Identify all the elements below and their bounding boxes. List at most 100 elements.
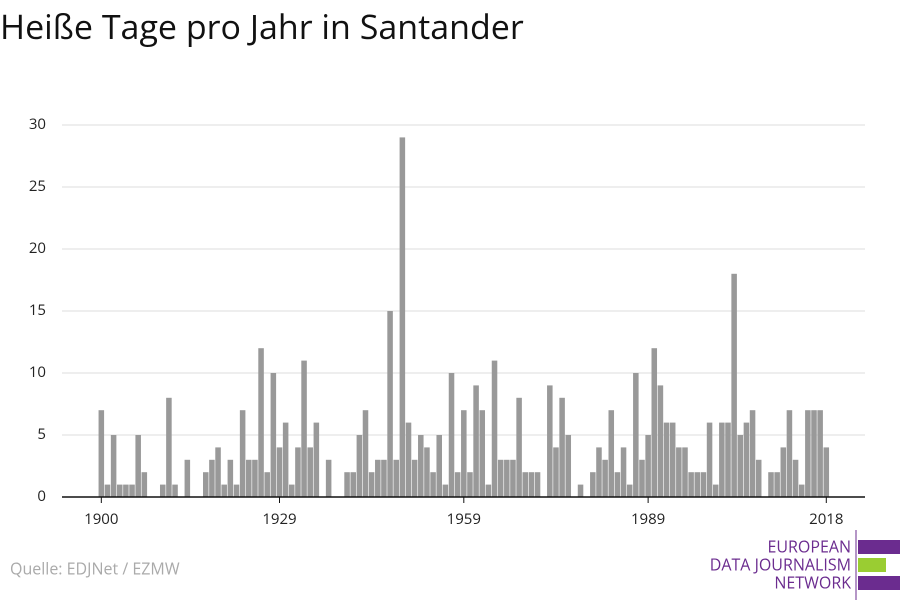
chart-title: Heiße Tage pro Jahr in Santander (0, 3, 524, 49)
bar (626, 484, 633, 497)
logo-bar (858, 576, 900, 590)
y-tick-label: 0 (37, 486, 46, 506)
y-tick-label: 5 (37, 424, 46, 444)
bar (792, 459, 799, 497)
bar (350, 472, 356, 497)
bar (129, 484, 135, 497)
bar (467, 472, 473, 497)
bar (706, 422, 713, 497)
bar (246, 459, 252, 497)
bar (172, 484, 178, 497)
x-tick-label: 1959 (447, 509, 481, 529)
bar (663, 422, 670, 497)
bar (344, 472, 350, 497)
bar (442, 484, 449, 497)
bar (405, 422, 412, 497)
y-tick-label: 10 (29, 362, 46, 382)
source: Quelle: EDJNet / EZMW (10, 557, 180, 579)
bar (504, 459, 510, 497)
bar (233, 484, 240, 497)
bar (676, 447, 682, 497)
bar (252, 459, 258, 497)
bar (98, 410, 105, 497)
bar (356, 435, 363, 497)
y-tick-label: 30 (29, 114, 46, 134)
bar (368, 472, 375, 497)
bar (620, 447, 627, 497)
bar (393, 459, 399, 497)
y-tick-label: 15 (29, 300, 46, 320)
bar (786, 410, 793, 497)
bar (473, 385, 479, 497)
bar (276, 447, 283, 497)
bar (645, 435, 651, 497)
bar (461, 410, 467, 497)
bar (381, 459, 387, 497)
bar (577, 484, 584, 497)
bar (774, 472, 780, 497)
bar (817, 410, 823, 497)
bar (209, 459, 215, 497)
bar (559, 397, 565, 497)
bar (522, 472, 529, 497)
bar (798, 484, 805, 497)
bar (657, 385, 664, 497)
bar (399, 137, 406, 497)
bar (639, 459, 645, 497)
bar (805, 410, 811, 497)
bar (123, 484, 129, 497)
bar (203, 472, 209, 497)
bar (104, 484, 111, 497)
bar (553, 447, 559, 497)
bar (780, 447, 787, 497)
bar (295, 447, 301, 497)
bar (547, 385, 553, 497)
bar (479, 410, 486, 497)
bar (239, 410, 246, 497)
bar (811, 410, 817, 497)
bar (823, 447, 830, 497)
bar (731, 273, 737, 497)
bar (301, 360, 307, 497)
bar (682, 447, 688, 497)
logo-text: NETWORK (774, 571, 851, 593)
bar (712, 484, 719, 497)
bar (534, 472, 541, 497)
bar (430, 472, 436, 497)
bar (725, 422, 731, 497)
bar (485, 484, 492, 497)
bar (528, 472, 535, 497)
bar (510, 459, 516, 497)
bar (669, 422, 676, 497)
logo-bar (858, 558, 886, 572)
logo-text: DATA JOURNALISM (710, 553, 851, 575)
bar (749, 410, 756, 497)
bar (375, 459, 381, 497)
bar (719, 422, 725, 497)
bar (135, 435, 141, 497)
bar (166, 397, 172, 497)
bar (141, 472, 148, 497)
x-tick-label: 1989 (631, 509, 665, 529)
bar (633, 373, 639, 497)
x-tick-label: 1900 (84, 509, 118, 529)
bar (608, 410, 615, 497)
bar (688, 472, 694, 497)
bar (289, 484, 295, 497)
bar (418, 435, 424, 497)
bar (227, 459, 234, 497)
bar (184, 459, 191, 497)
logo-bar (858, 540, 900, 554)
bar (436, 435, 442, 497)
y-tick-label: 20 (29, 238, 46, 258)
bar (743, 422, 750, 497)
bar (258, 348, 264, 497)
bar (270, 373, 277, 497)
bar (491, 360, 498, 497)
bar (694, 472, 701, 497)
x-tick-label: 1929 (262, 509, 296, 529)
bar (700, 472, 707, 497)
bar (448, 373, 455, 497)
bar (411, 459, 418, 497)
